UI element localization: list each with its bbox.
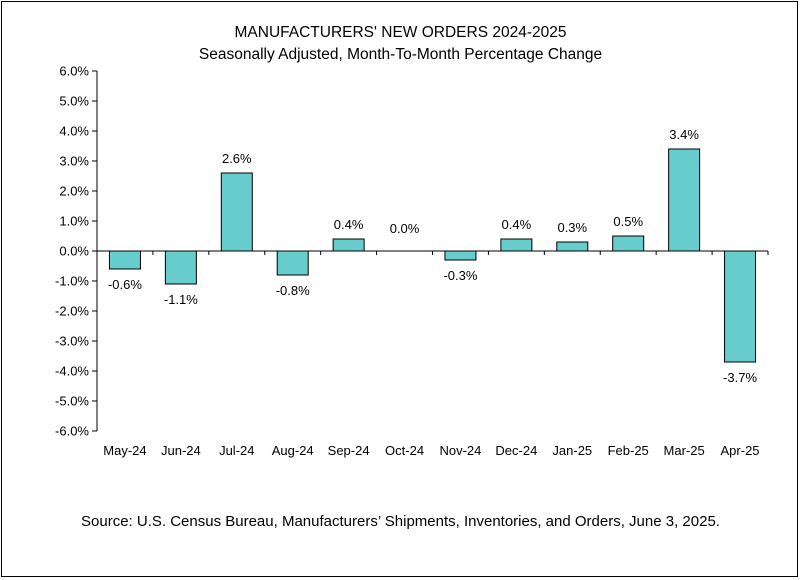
bar bbox=[612, 235, 645, 252]
bar bbox=[164, 250, 197, 285]
y-tick-label: 5.0% bbox=[59, 94, 89, 109]
data-label: -1.1% bbox=[164, 292, 198, 307]
x-tick-label: Jan-25 bbox=[552, 443, 592, 458]
y-tick-label: -2.0% bbox=[55, 304, 89, 319]
data-label: 0.5% bbox=[613, 214, 643, 229]
bar bbox=[668, 148, 701, 252]
y-tick-label: 1.0% bbox=[59, 214, 89, 229]
y-tick-label: 0.0% bbox=[59, 244, 89, 259]
x-tick-label: Oct-24 bbox=[385, 443, 424, 458]
data-label: -0.8% bbox=[276, 283, 310, 298]
data-label: 0.4% bbox=[334, 217, 364, 232]
data-label: 2.6% bbox=[222, 151, 252, 166]
x-tick-label: May-24 bbox=[103, 443, 146, 458]
data-label: -3.7% bbox=[723, 370, 757, 385]
bar bbox=[108, 250, 141, 270]
y-tick-label: 4.0% bbox=[59, 124, 89, 139]
bar bbox=[556, 241, 589, 252]
bar bbox=[332, 238, 365, 252]
data-label: 0.0% bbox=[390, 221, 420, 236]
y-tick-label: 6.0% bbox=[59, 64, 89, 79]
y-tick-label: 2.0% bbox=[59, 184, 89, 199]
y-tick-label: -1.0% bbox=[55, 274, 89, 289]
y-tick-label: -5.0% bbox=[55, 394, 89, 409]
chart-subtitle: Seasonally Adjusted, Month-To-Month Perc… bbox=[198, 46, 603, 63]
data-label: -0.6% bbox=[108, 277, 142, 292]
chart-title: MANUFACTURERS' NEW ORDERS 2024-2025 bbox=[234, 24, 567, 41]
data-label: -0.3% bbox=[443, 268, 477, 283]
x-tick-label: Mar-25 bbox=[664, 443, 705, 458]
x-tick-label: Sep-24 bbox=[328, 443, 370, 458]
x-tick-label: Aug-24 bbox=[272, 443, 314, 458]
x-tick-label: Apr-25 bbox=[721, 443, 760, 458]
x-tick-label: Feb-25 bbox=[608, 443, 649, 458]
y-tick-label: -3.0% bbox=[55, 334, 89, 349]
data-label: 0.4% bbox=[502, 217, 532, 232]
y-tick-label: -4.0% bbox=[55, 364, 89, 379]
y-tick-label: -6.0% bbox=[55, 424, 89, 439]
bar bbox=[444, 250, 477, 261]
data-label: 3.4% bbox=[669, 127, 699, 142]
x-tick-label: Nov-24 bbox=[439, 443, 481, 458]
source-note: Source: U.S. Census Bureau, Manufacturer… bbox=[81, 513, 720, 530]
bar bbox=[500, 238, 533, 252]
bar bbox=[220, 172, 253, 252]
x-tick-label: Jun-24 bbox=[161, 443, 201, 458]
data-label: 0.3% bbox=[557, 220, 587, 235]
x-tick-label: Jul-24 bbox=[219, 443, 254, 458]
bar bbox=[276, 250, 309, 276]
y-tick-label: 3.0% bbox=[59, 154, 89, 169]
bar bbox=[724, 250, 757, 363]
x-tick-label: Dec-24 bbox=[495, 443, 537, 458]
